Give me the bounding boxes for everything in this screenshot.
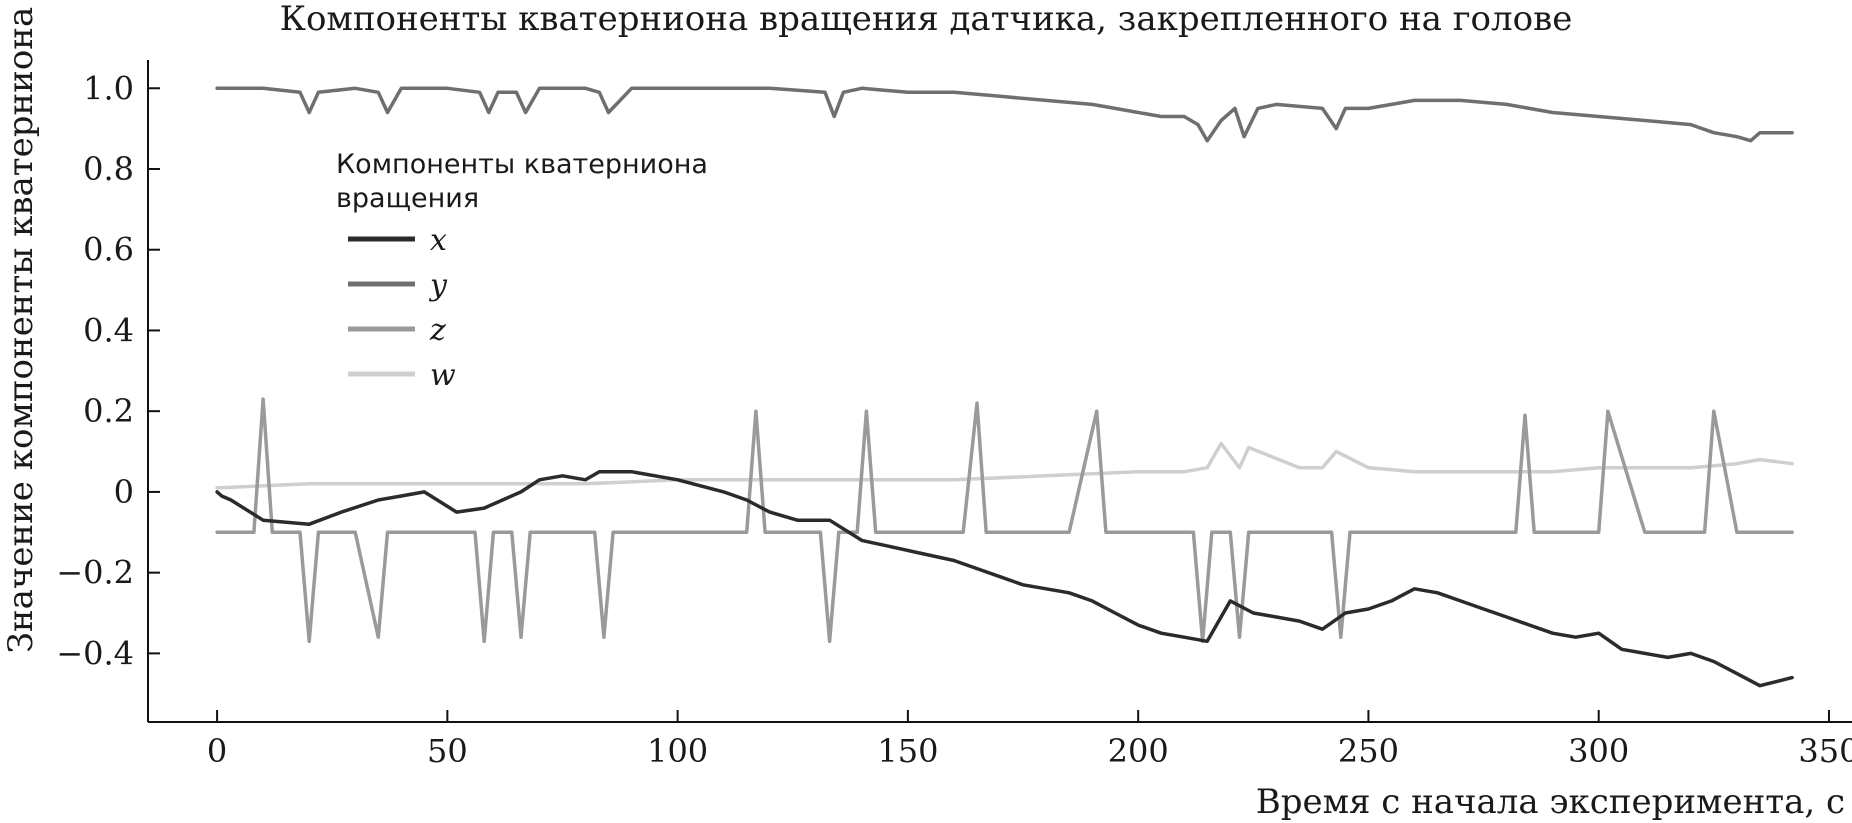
y-tick-label: −0.4 — [56, 634, 134, 672]
x-tick-label: 150 — [877, 732, 938, 770]
series-layer — [215, 86, 1794, 688]
series-line-z — [215, 397, 1794, 644]
ticks-layer: 0 50 100 150 200 250 300 350 −0.4 −0.2 0 0.2 0.4 0.6 0… — [56, 69, 1852, 770]
legend-label-w: w — [430, 358, 456, 393]
legend-label-z: z — [429, 313, 446, 348]
x-tick-label: 50 — [427, 732, 468, 770]
x-tick-label: 0 — [207, 732, 227, 770]
series-line-y — [215, 86, 1794, 143]
series-line-w — [215, 441, 1794, 490]
y-tick-label: 0.8 — [83, 150, 134, 188]
y-tick-label: 0.2 — [83, 392, 134, 430]
x-axis-label: Время с начала эксперимента, с — [1256, 782, 1845, 822]
y-tick-label: 1.0 — [83, 69, 134, 107]
x-tick-label: 100 — [647, 732, 708, 770]
x-tick-label: 250 — [1338, 732, 1399, 770]
y-tick-label: 0 — [114, 473, 134, 511]
y-tick-label: 0.4 — [83, 311, 134, 349]
series-line-x — [215, 469, 1794, 688]
legend-label-x: x — [430, 223, 447, 258]
x-tick-label: 350 — [1798, 732, 1852, 770]
x-tick-label: 200 — [1108, 732, 1169, 770]
legend-label-y: y — [428, 268, 448, 303]
x-tick-label: 300 — [1568, 732, 1629, 770]
y-tick-label: −0.2 — [56, 554, 134, 592]
legend-title-line-1: Компоненты кватерниона — [336, 149, 708, 180]
chart-title: Компоненты кватерниона вращения датчика,… — [280, 0, 1573, 39]
y-axis-label: Значение компоненты кватерниона — [1, 7, 41, 653]
legend-title-line-2: вращения — [336, 183, 479, 214]
y-tick-label: 0.6 — [83, 231, 134, 269]
